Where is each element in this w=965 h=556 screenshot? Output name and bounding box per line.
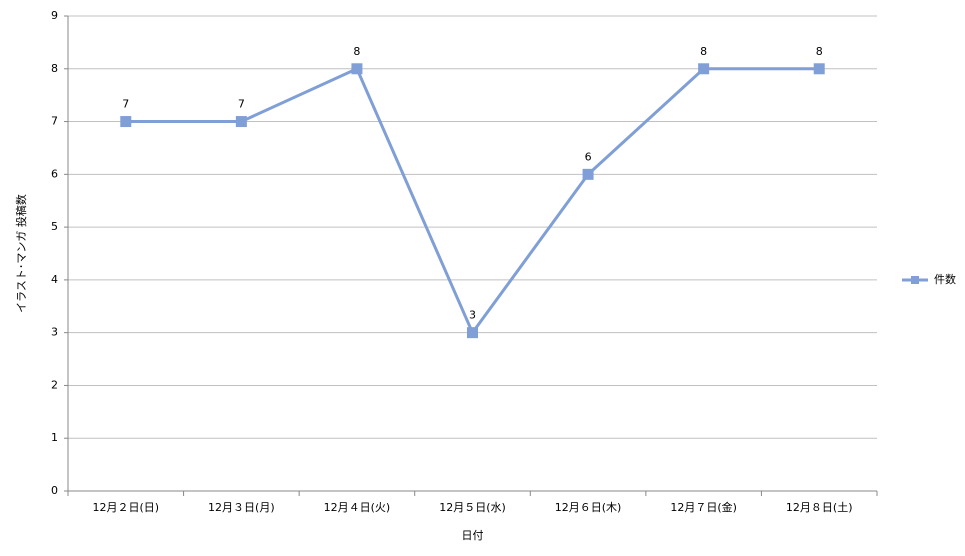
- point: [582, 168, 594, 180]
- x-axis-label: 日付: [462, 529, 484, 542]
- y-tick-label: 7: [51, 115, 58, 128]
- point: [120, 116, 132, 128]
- y-axis-label: イラスト･マンガ 投稿数: [14, 194, 28, 313]
- y-tick-label: 2: [51, 378, 58, 391]
- x-tick-label: 12月６日(木): [555, 501, 622, 514]
- y-tick-label: 6: [51, 167, 58, 180]
- point: [698, 63, 710, 75]
- y-tick-label: 3: [51, 326, 58, 339]
- data-label: 8: [816, 45, 823, 58]
- data-label: 7: [238, 98, 245, 111]
- legend-label: 件数: [934, 273, 956, 286]
- series-line: [125, 66, 820, 336]
- legend-marker: [911, 276, 919, 284]
- data-label: 8: [353, 45, 360, 58]
- data-label: 7: [122, 98, 129, 111]
- y-tick-label: 0: [51, 484, 58, 497]
- data-label: 8: [700, 45, 707, 58]
- x-tick-label: 12月８日(土): [786, 501, 853, 514]
- y-tick-label: 8: [51, 62, 58, 75]
- point: [351, 63, 363, 75]
- point: [467, 327, 478, 339]
- point: [813, 63, 825, 75]
- point: [235, 116, 247, 128]
- data-label: 3: [469, 309, 476, 322]
- y-tick-label: 9: [51, 9, 58, 22]
- x-tick-label: 12月２日(日): [92, 501, 159, 514]
- data-label: 6: [585, 150, 592, 163]
- y-tick-label: 4: [51, 273, 58, 286]
- x-tick-label: 12月３日(月): [208, 501, 275, 514]
- x-tick-label: 12月５日(水): [439, 501, 506, 514]
- x-tick-label: 12月７日(金): [670, 500, 737, 514]
- y-tick-label: 5: [51, 220, 58, 233]
- y-tick-label: 1: [51, 431, 58, 444]
- x-tick-label: 12月４日(火): [324, 501, 391, 514]
